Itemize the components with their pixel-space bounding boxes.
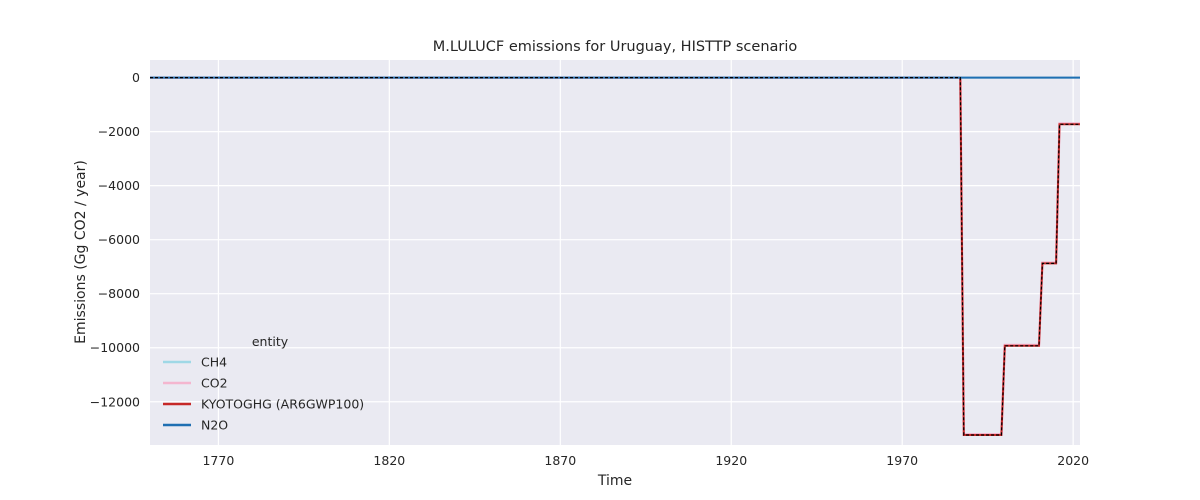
plot-area [150, 60, 1080, 445]
legend-label-n2o: N2O [201, 418, 228, 433]
x-tick-label: 2020 [1057, 453, 1089, 468]
x-tick-label: 1870 [544, 453, 576, 468]
legend-title: entity [252, 334, 289, 349]
y-tick-label: −8000 [98, 286, 140, 301]
x-tick-label: 1970 [886, 453, 918, 468]
y-axis-label: Emissions (Gg CO2 / year) [73, 160, 89, 344]
x-tick-label: 1920 [715, 453, 747, 468]
legend: entity CH4 CO2 KYOTOGHG (AR6GWP100) N2O [163, 334, 364, 433]
legend-label-co2: CO2 [201, 376, 228, 391]
series-layer [150, 76, 1080, 436]
chart-title: M.LULUCF emissions for Uruguay, HISTTP s… [433, 39, 798, 55]
y-tick-labels: 0 −2000 −4000 −6000 −8000 −10000 −12000 [90, 70, 140, 409]
x-axis-label: Time [597, 473, 632, 489]
legend-label-ch4: CH4 [201, 355, 227, 370]
y-tick-label: 0 [132, 70, 140, 85]
total-dashed-line [150, 76, 1080, 436]
y-tick-label: −12000 [90, 394, 140, 409]
y-tick-label: −2000 [98, 124, 140, 139]
x-tick-labels: 1770 1820 1870 1920 1970 2020 [202, 453, 1089, 468]
x-tick-label: 1820 [373, 453, 405, 468]
legend-label-kyotoghg-ar6gwp100: KYOTOGHG (AR6GWP100) [201, 397, 364, 412]
y-tick-label: −4000 [98, 178, 140, 193]
y-tick-label: −10000 [90, 340, 140, 355]
x-tick-label: 1770 [202, 453, 234, 468]
y-tick-label: −6000 [98, 232, 140, 247]
